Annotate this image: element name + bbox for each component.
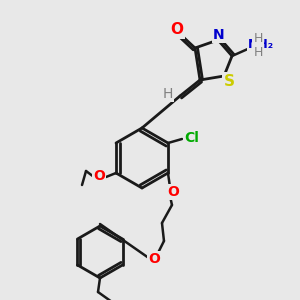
Text: O: O (170, 22, 184, 38)
Text: H: H (253, 46, 263, 59)
Text: S: S (224, 74, 235, 88)
Text: O: O (167, 185, 179, 199)
Text: N: N (213, 28, 225, 42)
Text: H: H (253, 32, 263, 44)
Text: O: O (148, 252, 160, 266)
Text: Cl: Cl (184, 131, 200, 145)
Text: NH₂: NH₂ (248, 38, 274, 52)
Text: H: H (163, 87, 173, 101)
Text: O: O (93, 169, 105, 183)
